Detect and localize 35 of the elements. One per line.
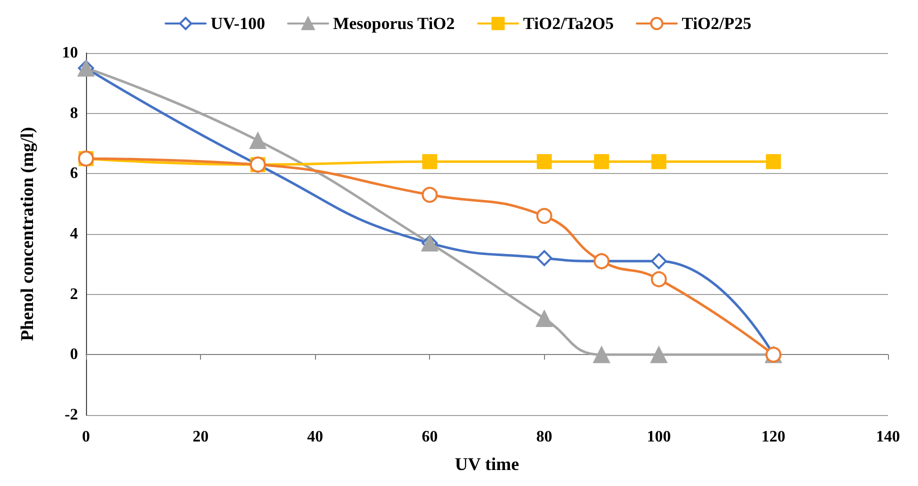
point: [650, 253, 667, 270]
y-axis-title: Phenol concentration (mg/l): [17, 127, 37, 341]
legend-label: TiO2/Ta2O5: [523, 14, 614, 33]
point: [536, 310, 553, 327]
point: [422, 154, 438, 170]
point: [650, 346, 668, 364]
x-tick-label: 120: [761, 428, 786, 446]
y-tick-label: 8: [70, 104, 78, 122]
point: [766, 154, 781, 170]
y-tick-label: 2: [70, 286, 78, 303]
x-tick-label: 40: [307, 428, 324, 446]
point: [593, 346, 610, 364]
y-tick-label: 0: [70, 346, 78, 364]
x-axis-title: UV time: [454, 454, 520, 474]
point: [651, 154, 666, 170]
y-tick-label: 4: [70, 226, 78, 242]
point: [536, 154, 552, 170]
y-tick-label: 6: [70, 165, 78, 182]
legend-label: TiO2/P25: [682, 14, 752, 33]
point: [594, 154, 610, 170]
point: [536, 208, 552, 224]
point: [249, 132, 266, 149]
legend-label: Mesoporus TiO2: [333, 14, 455, 33]
point: [650, 271, 667, 288]
x-tick-label: 0: [82, 428, 90, 446]
x-tick-label: 80: [536, 428, 552, 446]
point: [536, 250, 552, 266]
legend-label: UV-100: [210, 14, 266, 33]
x-tick-label: 100: [646, 428, 671, 446]
y-tick-label: -2: [64, 406, 78, 424]
y-tick-label: 10: [62, 44, 78, 62]
x-tick-label: 140: [876, 428, 900, 446]
x-tick-label: 60: [422, 428, 438, 446]
point: [422, 186, 438, 203]
x-tick-label: 20: [192, 428, 209, 446]
